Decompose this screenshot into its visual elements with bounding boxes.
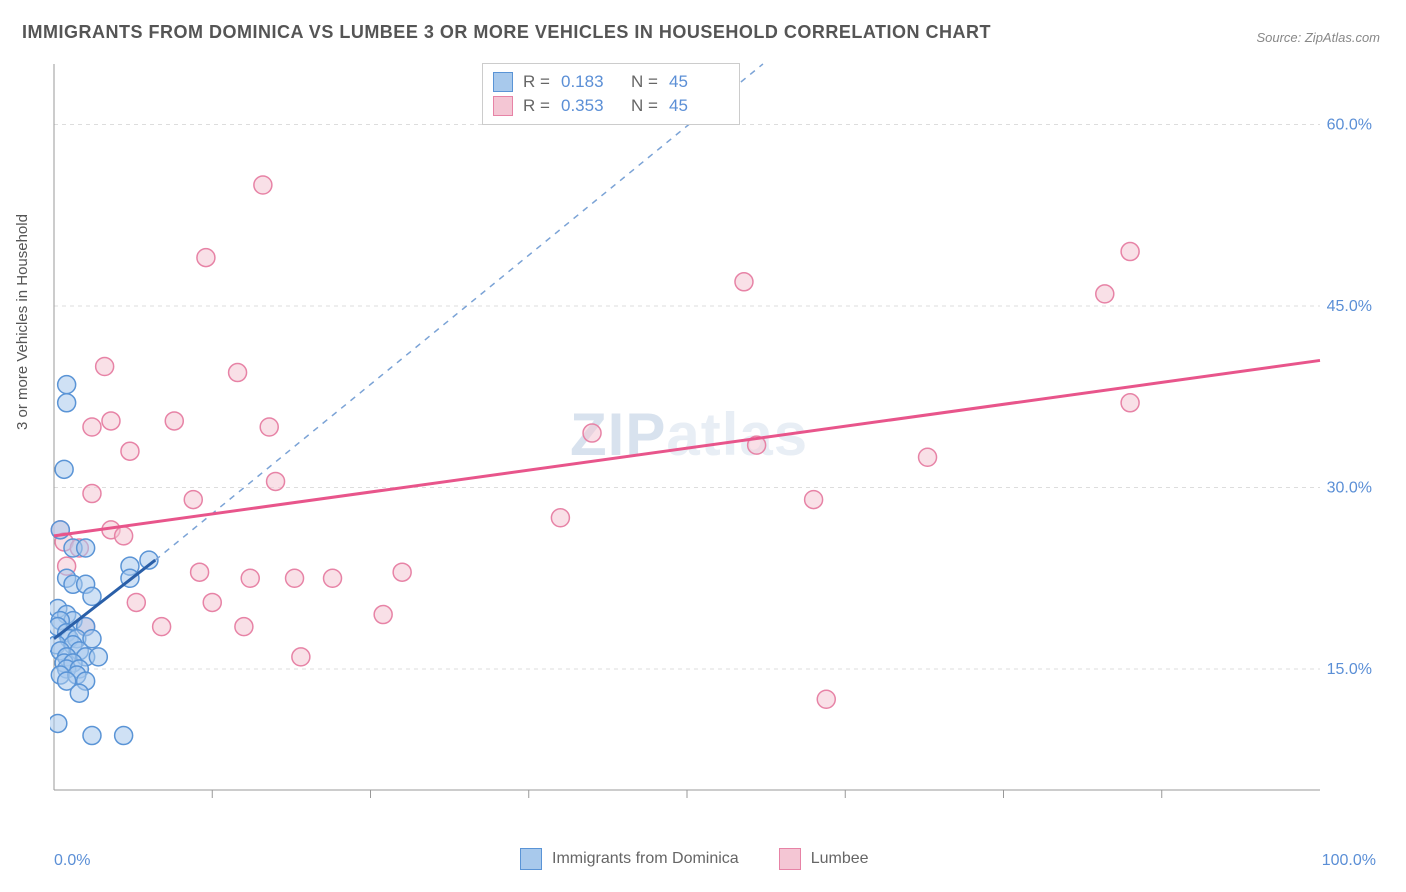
r-value: 0.183 (561, 72, 621, 92)
pink-point (805, 491, 823, 509)
plot-area: 15.0% 30.0% 45.0% 60.0% (50, 60, 1380, 820)
pink-point (184, 491, 202, 509)
pink-point (241, 569, 259, 587)
pink-point (121, 442, 139, 460)
x-axis-max-label: 100.0% (1322, 852, 1376, 870)
pink-point (235, 618, 253, 636)
n-label: N = (631, 96, 659, 116)
pink-point (83, 418, 101, 436)
r-label: R = (523, 96, 551, 116)
swatch-pink-icon (493, 96, 513, 116)
trend-pink (54, 360, 1320, 535)
x-axis-min-label: 0.0% (54, 852, 90, 870)
pink-point (286, 569, 304, 587)
pink-point (127, 593, 145, 611)
swatch-blue-icon (520, 848, 542, 870)
blue-point (70, 684, 88, 702)
pink-point (551, 509, 569, 527)
pink-point (165, 412, 183, 430)
stats-row-pink: R = 0.353 N = 45 (493, 94, 729, 118)
pink-point (919, 448, 937, 466)
pink-point (197, 249, 215, 267)
pink-point (203, 593, 221, 611)
pink-point (1121, 394, 1139, 412)
pink-point (96, 358, 114, 376)
pink-point (817, 690, 835, 708)
y-tick-label: 45.0% (1327, 298, 1372, 315)
n-value: 45 (669, 72, 729, 92)
pink-point (292, 648, 310, 666)
pink-point (153, 618, 171, 636)
pink-point (115, 527, 133, 545)
swatch-blue-icon (493, 72, 513, 92)
pink-point (229, 364, 247, 382)
r-label: R = (523, 72, 551, 92)
pink-point (393, 563, 411, 581)
pink-point (254, 176, 272, 194)
pink-point (374, 606, 392, 624)
legend: Immigrants from Dominica Lumbee (520, 848, 869, 870)
y-tick-label: 15.0% (1327, 661, 1372, 678)
legend-item-blue: Immigrants from Dominica (520, 848, 739, 870)
stats-box: R = 0.183 N = 45 R = 0.353 N = 45 (482, 63, 740, 125)
blue-point (58, 394, 76, 412)
stats-row-blue: R = 0.183 N = 45 (493, 70, 729, 94)
n-label: N = (631, 72, 659, 92)
pink-point (324, 569, 342, 587)
legend-item-pink: Lumbee (779, 848, 869, 870)
pink-point (1121, 243, 1139, 261)
blue-point (89, 648, 107, 666)
blue-point (50, 714, 67, 732)
blue-point (77, 539, 95, 557)
n-value: 45 (669, 96, 729, 116)
swatch-pink-icon (779, 848, 801, 870)
pink-point (583, 424, 601, 442)
correlation-chart: IMMIGRANTS FROM DOMINICA VS LUMBEE 3 OR … (0, 0, 1406, 892)
pink-point (83, 485, 101, 503)
blue-point (83, 727, 101, 745)
chart-title: IMMIGRANTS FROM DOMINICA VS LUMBEE 3 OR … (22, 22, 991, 43)
r-value: 0.353 (561, 96, 621, 116)
y-axis-label: 3 or more Vehicles in Household (14, 214, 31, 430)
pink-point (267, 472, 285, 490)
blue-point (115, 727, 133, 745)
pink-point (260, 418, 278, 436)
blue-point (58, 376, 76, 394)
pink-point (102, 412, 120, 430)
pink-point (1096, 285, 1114, 303)
y-tick-label: 30.0% (1327, 480, 1372, 497)
y-tick-label: 60.0% (1327, 117, 1372, 134)
pink-point (191, 563, 209, 581)
pink-point (735, 273, 753, 291)
legend-label: Lumbee (811, 850, 869, 868)
trend-blue-dash (155, 64, 763, 560)
legend-label: Immigrants from Dominica (552, 850, 739, 868)
blue-point (55, 460, 73, 478)
source-attribution: Source: ZipAtlas.com (1256, 30, 1380, 45)
